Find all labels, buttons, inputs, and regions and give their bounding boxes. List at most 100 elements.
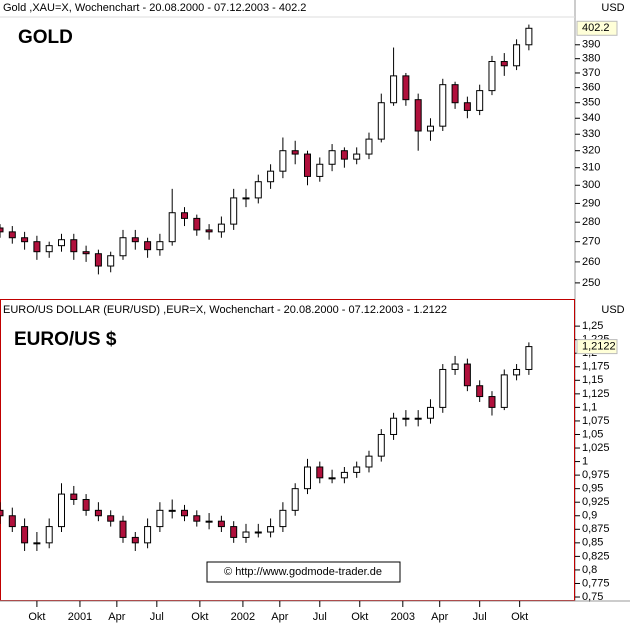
y-tick-label: 340 xyxy=(582,112,600,124)
candle-body xyxy=(340,150,348,160)
y-tick-label: 310 xyxy=(582,162,600,174)
candle-body xyxy=(119,237,127,257)
candle-body xyxy=(180,509,188,517)
y-tick-label: 320 xyxy=(582,145,600,157)
y-tick-label: 360 xyxy=(582,82,600,94)
y-tick-label: 1,125 xyxy=(582,388,610,400)
candle-body xyxy=(390,75,398,104)
candle-body xyxy=(513,44,521,67)
y-tick-label: 0,825 xyxy=(582,550,610,562)
candle-body xyxy=(267,526,275,533)
candle-body xyxy=(476,385,484,398)
y-tick-label: 1,075 xyxy=(582,415,610,427)
y-tick-label: 250 xyxy=(582,277,600,289)
candle-body xyxy=(291,150,299,155)
candle-body xyxy=(205,229,213,233)
candle-body xyxy=(463,363,471,387)
x-tick-label: Okt xyxy=(191,611,208,623)
candle-body xyxy=(205,520,213,523)
y-tick-label: 1,175 xyxy=(582,361,610,373)
x-tick-label: Jul xyxy=(150,611,164,623)
x-tick-label: Okt xyxy=(28,611,45,623)
candle-body xyxy=(488,396,496,408)
candle-body xyxy=(402,75,410,101)
y-tick-label: 380 xyxy=(582,53,600,65)
y-tick-label: 1 xyxy=(582,455,588,467)
x-tick-label: 2002 xyxy=(231,611,255,623)
candle-body xyxy=(57,239,65,247)
candle-body xyxy=(513,368,521,376)
candle-body xyxy=(8,515,16,528)
candle-body xyxy=(0,509,4,517)
x-tick-label: 2003 xyxy=(391,611,415,623)
candle-body xyxy=(70,239,78,253)
candle-body xyxy=(70,493,78,500)
candle-body xyxy=(303,153,311,177)
candle-body xyxy=(353,153,361,160)
y-tick-label: 390 xyxy=(582,39,600,51)
x-tick-label: Apr xyxy=(271,611,288,623)
last-value-label: 1,2122 xyxy=(582,341,616,353)
candle-body xyxy=(180,212,188,219)
y-tick-label: 0,975 xyxy=(582,469,610,481)
y-tick-label: 260 xyxy=(582,256,600,268)
y-tick-label: 0,75 xyxy=(582,591,603,603)
y-tick-label: 1,1 xyxy=(582,401,597,413)
candle-body xyxy=(414,417,422,420)
candle-body xyxy=(131,237,139,243)
last-value-box xyxy=(576,339,618,355)
x-tick-label: Jul xyxy=(313,611,327,623)
candle-body xyxy=(45,245,53,253)
candle-body xyxy=(242,197,250,200)
candle-body xyxy=(33,542,41,545)
y-tick-label: 0,85 xyxy=(582,537,603,549)
y-tick-label: 1,025 xyxy=(582,442,610,454)
x-tick-label: Okt xyxy=(351,611,368,623)
copyright: © http://www.godmode-trader.de xyxy=(224,566,382,578)
candle-body xyxy=(291,488,299,511)
y-tick-label: 0,9 xyxy=(582,510,597,522)
y-tick-label: 1,05 xyxy=(582,428,603,440)
y-tick-label: 1,25 xyxy=(582,320,603,332)
candle-body xyxy=(525,346,533,370)
x-tick-label: Apr xyxy=(108,611,125,623)
candle-body xyxy=(316,466,324,479)
candle-body xyxy=(217,223,225,233)
candle-body xyxy=(267,170,275,183)
candle-body xyxy=(463,102,471,111)
pane-title: Gold ,XAU=X, Wochenchart - 20.08.2000 - … xyxy=(3,2,306,14)
candle-body xyxy=(168,212,176,243)
candle-body xyxy=(230,526,238,538)
candle-body xyxy=(353,466,361,473)
x-tick-label: Okt xyxy=(511,611,528,623)
y-tick-label: 280 xyxy=(582,216,600,228)
candle-body xyxy=(156,509,164,528)
candle-body xyxy=(340,471,348,479)
candle-body xyxy=(525,27,533,46)
candle-body xyxy=(82,251,90,255)
copyright-box xyxy=(206,561,401,583)
last-value-label: 402.2 xyxy=(582,22,610,34)
candle-body xyxy=(131,536,139,544)
y-tick-label: 1,15 xyxy=(582,374,603,386)
candle-body xyxy=(365,455,373,468)
candle-body xyxy=(426,406,434,419)
candle-body xyxy=(107,515,115,522)
candle-body xyxy=(328,150,336,165)
candle-body xyxy=(476,90,484,111)
y-tick-label: 350 xyxy=(582,97,600,109)
y-tick-label: 0,95 xyxy=(582,483,603,495)
candle-body xyxy=(57,493,65,528)
candle-body xyxy=(193,217,201,231)
candle-body xyxy=(439,368,447,408)
candle-body xyxy=(254,181,262,199)
x-tick-label: 2001 xyxy=(68,611,92,623)
candle-body xyxy=(279,509,287,528)
y-tick-label: 370 xyxy=(582,67,600,79)
candle-body xyxy=(193,515,201,522)
x-tick-label: Apr xyxy=(431,611,448,623)
candle-body xyxy=(107,255,115,267)
candle-body xyxy=(217,520,225,528)
